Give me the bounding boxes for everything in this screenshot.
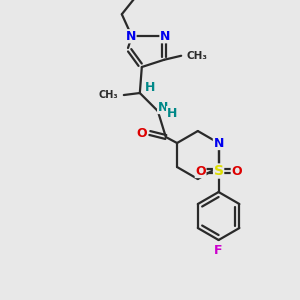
Text: N: N xyxy=(158,100,168,113)
Text: N: N xyxy=(126,30,136,43)
Text: N: N xyxy=(160,30,170,43)
Text: F: F xyxy=(214,244,223,256)
Text: H: H xyxy=(167,106,177,119)
Text: O: O xyxy=(195,164,206,178)
Text: O: O xyxy=(136,127,147,140)
Text: CH₃: CH₃ xyxy=(98,90,118,100)
Text: H: H xyxy=(145,80,155,94)
Text: S: S xyxy=(214,164,224,178)
Text: O: O xyxy=(231,164,242,178)
Text: N: N xyxy=(213,136,224,149)
Text: CH₃: CH₃ xyxy=(186,51,207,61)
